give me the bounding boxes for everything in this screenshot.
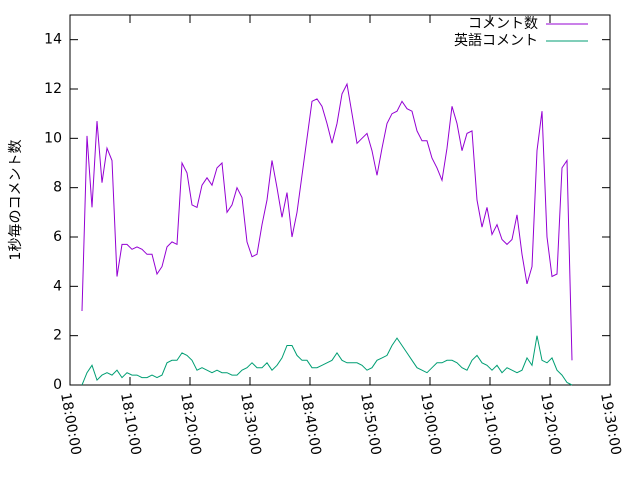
- legend-label: 英語コメント: [454, 32, 538, 49]
- legend-label: コメント数: [468, 16, 538, 32]
- y-tick-label: 8: [53, 180, 62, 196]
- y-tick-label: 2: [53, 328, 62, 344]
- y-tick-label: 0: [53, 377, 62, 393]
- y-tick-label: 4: [53, 278, 62, 294]
- y-tick-label: 12: [44, 81, 62, 97]
- y-axis-label: 1秒毎のコメント数: [8, 140, 24, 261]
- line-series: [81, 82, 573, 361]
- y-tick-label: 10: [44, 130, 62, 146]
- y-tick-label: 6: [53, 229, 62, 245]
- plot-frame: [69, 14, 611, 386]
- line-series: [81, 335, 573, 386]
- y-tick-label: 14: [44, 32, 62, 48]
